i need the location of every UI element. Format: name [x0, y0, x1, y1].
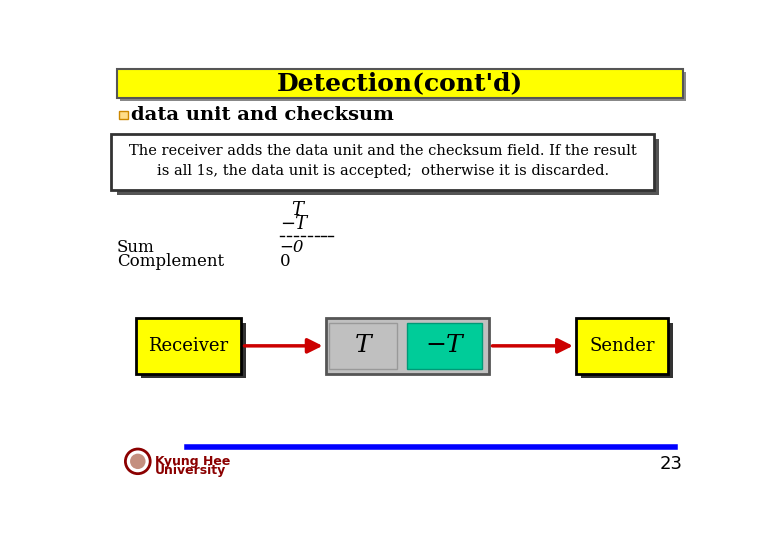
- FancyBboxPatch shape: [136, 318, 241, 374]
- FancyBboxPatch shape: [329, 323, 398, 369]
- FancyBboxPatch shape: [117, 69, 682, 98]
- Text: Receiver: Receiver: [148, 337, 229, 355]
- FancyBboxPatch shape: [112, 134, 654, 190]
- Text: Kyung Hee: Kyung Hee: [155, 455, 230, 468]
- FancyBboxPatch shape: [406, 323, 482, 369]
- FancyBboxPatch shape: [576, 318, 668, 374]
- Text: data unit and checksum: data unit and checksum: [131, 106, 394, 124]
- Text: Sum: Sum: [117, 239, 154, 256]
- Text: Detection(cont'd): Detection(cont'd): [277, 71, 523, 95]
- Text: −0: −0: [279, 239, 304, 256]
- Text: T: T: [355, 334, 371, 357]
- FancyBboxPatch shape: [117, 139, 659, 195]
- Text: −T: −T: [426, 334, 463, 357]
- FancyBboxPatch shape: [326, 318, 489, 374]
- Text: Complement: Complement: [117, 253, 224, 269]
- Text: T: T: [291, 200, 303, 219]
- Text: 23: 23: [660, 455, 682, 473]
- FancyBboxPatch shape: [581, 323, 672, 378]
- Text: Sender: Sender: [590, 337, 655, 355]
- Text: −T: −T: [279, 215, 307, 233]
- Text: is all 1s, the data unit is accepted;  otherwise it is discarded.: is all 1s, the data unit is accepted; ot…: [157, 164, 608, 178]
- Text: The receiver adds the data unit and the checksum field. If the result: The receiver adds the data unit and the …: [129, 144, 636, 158]
- FancyBboxPatch shape: [141, 323, 246, 378]
- Text: University: University: [155, 464, 226, 477]
- FancyBboxPatch shape: [119, 111, 128, 119]
- Circle shape: [130, 454, 146, 469]
- Text: 0: 0: [279, 253, 290, 269]
- FancyBboxPatch shape: [120, 72, 686, 101]
